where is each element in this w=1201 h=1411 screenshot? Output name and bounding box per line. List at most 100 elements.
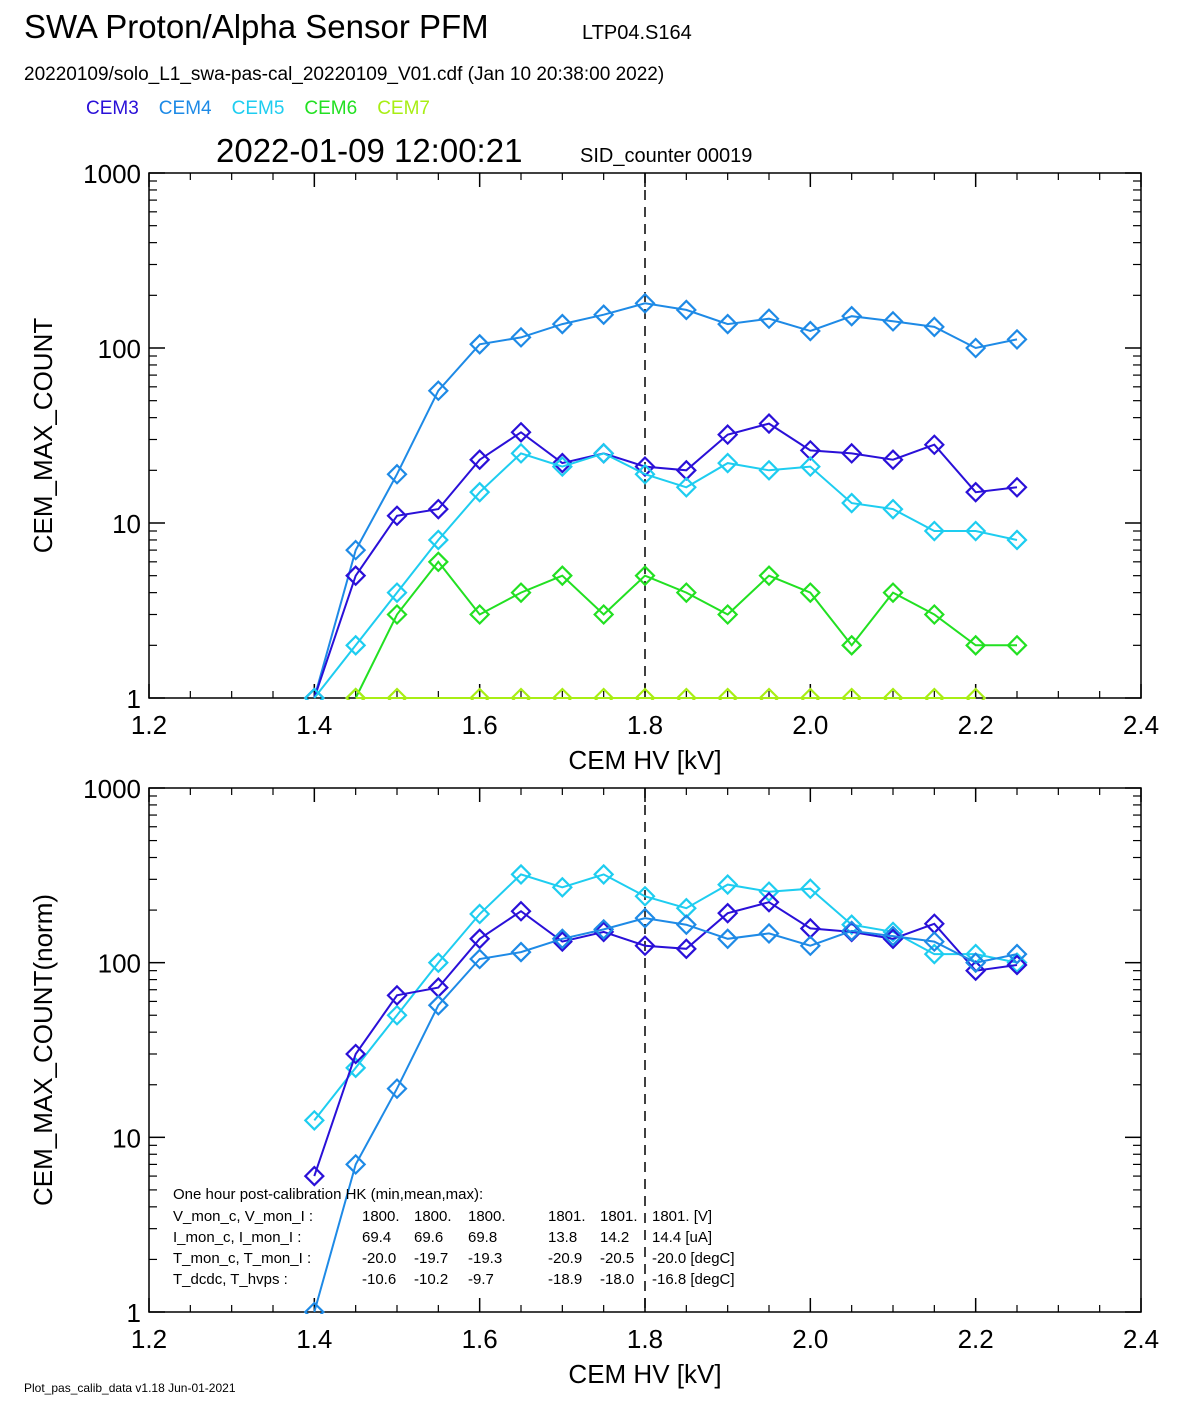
data-point — [345, 634, 367, 656]
series-line — [313, 422, 1018, 699]
data-point — [758, 687, 780, 700]
data-point — [717, 902, 739, 924]
data-point — [882, 449, 904, 471]
data-point — [634, 935, 656, 957]
x-axis-label: CEM HV [kV] — [568, 745, 721, 775]
x-tick-label: 1.6 — [462, 710, 498, 740]
data-point — [593, 442, 615, 464]
x-tick-label: 1.6 — [462, 1324, 498, 1354]
data-point — [634, 687, 656, 700]
data-point — [675, 299, 697, 321]
data-point — [758, 922, 780, 944]
x-tick-label: 2.4 — [1123, 710, 1159, 740]
x-tick-label: 1.4 — [296, 1324, 332, 1354]
data-point — [675, 582, 697, 604]
data-point — [923, 520, 945, 542]
data-point — [303, 1109, 325, 1131]
series-cem3 — [303, 413, 1028, 700]
data-point — [799, 456, 821, 478]
hk-row-label: I_mon_c, I_mon_I : — [173, 1229, 301, 1246]
chart-panel-2: 1.2 1.4 1.6 1.8 2.0 2.2 2.4 1 10 100 1000 CEM HV [k… — [28, 774, 1159, 1389]
data-point — [841, 442, 863, 464]
hk-heading: One hour post-calibration HK (min,mean,m… — [173, 1186, 483, 1203]
series-line — [313, 302, 1018, 699]
data-point — [965, 520, 987, 542]
data-point — [1006, 943, 1028, 965]
y-tick-label: 10 — [112, 509, 141, 539]
data-point — [510, 900, 532, 922]
data-point — [345, 687, 367, 700]
file-info: 20220109/solo_L1_swa-pas-cal_20220109_V0… — [24, 64, 665, 85]
hk-row-label: V_mon_c, V_mon_I : — [173, 1208, 313, 1225]
data-point — [1006, 952, 1028, 974]
data-point — [923, 603, 945, 626]
hk-value-i: -20.5 — [600, 1250, 634, 1267]
y-tick-label: 1000 — [83, 774, 141, 804]
legend-entry-cem5: CEM5 — [231, 98, 285, 119]
hk-value-i: -18.0 — [600, 1271, 634, 1288]
x-tick-label: 2.2 — [958, 710, 994, 740]
data-point — [634, 885, 656, 907]
data-point — [717, 603, 739, 626]
hk-value-c: -20.0 — [362, 1250, 396, 1267]
data-point — [427, 952, 449, 974]
data-point — [469, 449, 491, 471]
data-point — [303, 687, 325, 700]
hk-value-i: 14.2 — [600, 1229, 629, 1246]
hk-value-i: 13.8 — [548, 1229, 577, 1246]
hk-value-c: -10.2 — [414, 1271, 448, 1288]
data-point — [841, 920, 863, 942]
hk-value-c: -9.7 — [468, 1271, 494, 1288]
hk-value-i: 1801. — [548, 1208, 586, 1225]
data-point — [717, 424, 739, 446]
data-point — [841, 492, 863, 514]
data-point — [510, 326, 532, 348]
data-point — [965, 952, 987, 974]
data-point — [923, 943, 945, 965]
data-point — [593, 863, 615, 885]
data-point — [427, 994, 449, 1016]
y-tick-label: 100 — [98, 949, 141, 979]
data-point — [469, 928, 491, 950]
data-point — [551, 687, 573, 700]
data-point — [551, 452, 573, 474]
data-point — [923, 687, 945, 700]
series-cem4 — [303, 907, 1028, 1314]
data-point — [841, 634, 863, 656]
data-point — [469, 603, 491, 626]
data-point — [303, 1301, 325, 1314]
series-line — [354, 560, 1017, 699]
data-point — [965, 634, 987, 656]
data-point — [510, 941, 532, 963]
x-tick-label: 1.2 — [131, 710, 167, 740]
series-cem5 — [303, 863, 1028, 1131]
data-point — [345, 1043, 367, 1065]
x-tick-label: 1.4 — [296, 710, 332, 740]
data-point — [965, 960, 987, 982]
y-axis-label: CEM_MAX_COUNT — [28, 318, 58, 554]
data-point — [758, 565, 780, 587]
data-point — [427, 498, 449, 520]
data-point — [593, 687, 615, 700]
data-point — [758, 891, 780, 913]
data-point — [634, 292, 656, 314]
legend-entry-cem4: CEM4 — [158, 98, 212, 119]
x-tick-label: 1.8 — [627, 710, 663, 740]
sid-counter: SID_counter 00019 — [580, 145, 753, 167]
data-point — [1006, 634, 1028, 656]
data-point — [386, 505, 408, 527]
x-tick-label: 1.8 — [627, 1324, 663, 1354]
series-cem7 — [345, 687, 987, 700]
data-point — [551, 565, 573, 587]
y-tick-label: 1000 — [83, 159, 141, 189]
data-point — [799, 439, 821, 461]
hk-value-i: 14.4 [uA] — [652, 1229, 712, 1246]
data-point — [551, 876, 573, 898]
data-point — [510, 421, 532, 443]
data-point — [758, 308, 780, 330]
data-point — [634, 456, 656, 478]
data-point — [799, 582, 821, 604]
data-point — [593, 304, 615, 326]
data-point — [345, 565, 367, 587]
hk-value-c: 1800. — [414, 1208, 452, 1225]
